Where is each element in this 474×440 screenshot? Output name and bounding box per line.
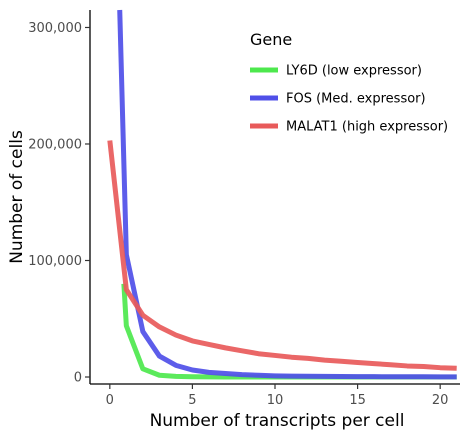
y-axis-ticks: 0 100,000 200,000 300,000 <box>28 21 90 386</box>
legend-label: LY6D (low expressor) <box>286 64 422 79</box>
legend-label: MALAT1 (high expressor) <box>286 120 448 135</box>
y-tick-label: 0 <box>74 371 82 386</box>
x-tick-label: 10 <box>267 393 284 408</box>
x-axis-title: Number of transcripts per cell <box>150 411 405 431</box>
y-tick-label: 300,000 <box>28 21 82 36</box>
series-line-fos <box>117 9 457 380</box>
series-layer <box>107 9 457 380</box>
legend-title: Gene <box>250 30 292 49</box>
x-axis-ticks: 0 5 10 15 20 <box>106 384 449 408</box>
legend-label: FOS (Med. expressor) <box>286 92 426 107</box>
x-tick-label: 0 <box>106 393 114 408</box>
x-tick-label: 20 <box>432 393 449 408</box>
y-tick-label: 200,000 <box>28 137 82 152</box>
x-tick-label: 15 <box>349 393 366 408</box>
legend: Gene LY6D (low expressor) FOS (Med. expre… <box>250 30 448 135</box>
y-axis-title: Number of cells <box>7 130 27 264</box>
plot-area <box>107 9 457 380</box>
y-tick-label: 100,000 <box>28 254 82 269</box>
series-line-malat1 <box>107 140 457 371</box>
x-tick-label: 5 <box>188 393 196 408</box>
